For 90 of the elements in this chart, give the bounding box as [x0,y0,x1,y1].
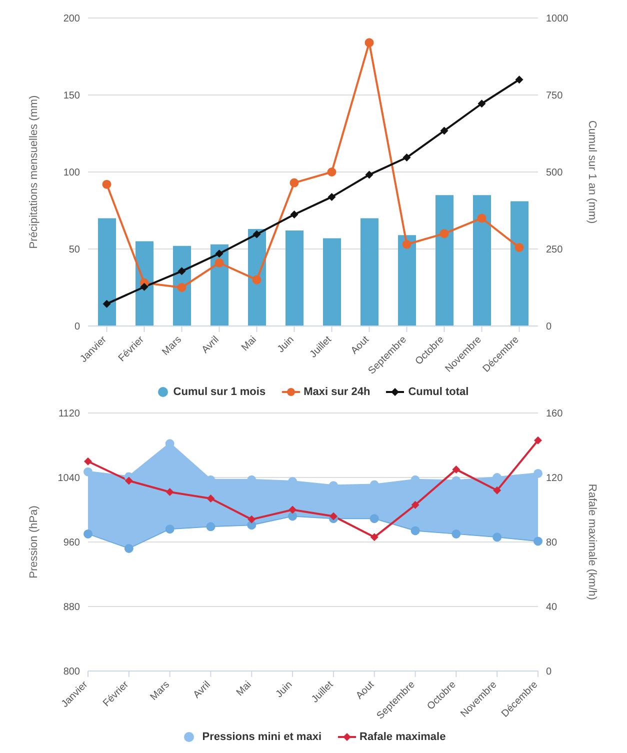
y2-axis-title: Cumul sur 1 an (mm) [586,120,598,224]
bar [510,201,528,326]
y2-tick-label: 120 [546,473,564,484]
point [288,506,297,514]
y2-tick-label: 80 [546,538,558,549]
point [534,536,542,546]
point [327,168,336,176]
y-axis-title: Précipitations mensuelles (mm) [28,95,40,249]
point [452,529,461,538]
y2-tick-label: 1000 [546,14,569,25]
point [440,126,448,135]
point [248,515,256,524]
y2-tick-label: 40 [546,602,558,614]
point [214,258,224,268]
y-tick-label: 200 [63,14,80,25]
point [166,488,174,496]
point [534,468,542,478]
point [178,267,186,276]
point [370,533,378,542]
point [492,532,502,542]
point [478,100,486,108]
point [290,210,298,219]
legend-label: Cumul sur 1 mois [172,386,266,398]
y-tick-label: 880 [63,602,80,614]
y-tick-label: 50 [68,244,80,256]
bar [398,235,416,326]
y-tick-label: 1120 [58,408,80,420]
point [177,283,186,292]
legend-label: Maxi sur 24h [302,386,370,398]
bar [473,195,491,326]
point [124,544,134,553]
y2-tick-label: 500 [546,168,564,179]
point [206,494,215,502]
y-tick-label: 800 [63,666,80,678]
legend-label: Cumul total [407,386,469,398]
bar [210,244,228,326]
point [252,230,261,238]
point [514,242,524,252]
point [534,436,542,444]
y-tick-label: 0 [74,322,80,333]
y2-tick-label: 0 [546,666,552,678]
point [84,457,92,466]
point [493,486,502,494]
y2-axis-title: Rafale maximale (km/h) [586,484,598,600]
point [402,240,412,249]
x-tick-label: Mai [234,679,254,699]
point [364,38,374,48]
point [402,154,411,162]
point [124,476,133,485]
point [165,524,174,534]
bar [323,238,341,326]
legend-label: Pressions mini et maxi [201,731,322,743]
point [102,300,111,308]
y-axis-title: Pression (hPa) [28,506,40,578]
point [452,465,460,474]
point [440,229,449,238]
y-tick-label: 100 [63,168,80,179]
bar [173,246,191,326]
legend-label: Rafale maximale [358,731,446,743]
y-tick-label: 1040 [58,473,80,484]
point [365,170,374,179]
y2-tick-label: 160 [546,408,564,420]
point [328,192,336,201]
x-tick-label: Mai [240,334,259,354]
y2-tick-label: 250 [546,244,564,256]
point [140,282,148,291]
x-tick-label: Juin [276,334,296,356]
point [411,500,420,509]
point [206,522,216,532]
y2-tick-label: 750 [546,90,564,102]
bar [436,195,454,326]
y-tick-label: 960 [63,538,80,549]
y2-tick-label: 0 [546,322,552,333]
point [84,467,92,476]
point [102,180,112,189]
point [84,529,92,538]
bar [286,230,304,326]
y-tick-label: 150 [63,90,80,102]
point [515,76,524,84]
point [477,214,486,223]
bar [360,218,378,326]
point [329,512,338,520]
point [290,178,299,188]
point [288,512,298,521]
bar [98,218,116,326]
point [410,526,420,536]
point [252,275,262,284]
x-tick-label: Juin [274,679,295,700]
point [215,250,224,258]
point [370,514,379,524]
